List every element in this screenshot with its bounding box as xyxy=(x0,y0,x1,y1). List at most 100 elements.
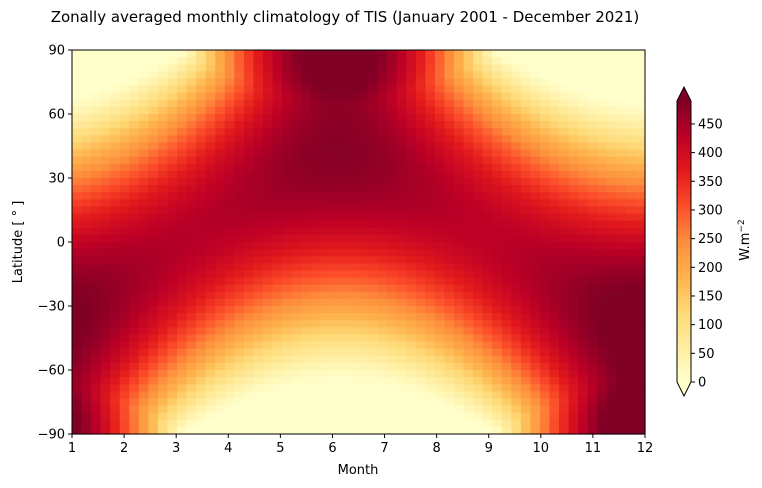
heatmap-cell xyxy=(138,348,149,357)
heatmap-cell xyxy=(530,426,541,435)
heatmap-cell xyxy=(358,313,369,321)
heatmap-cell xyxy=(186,156,197,165)
heatmap-cell xyxy=(320,135,331,144)
heatmap-cell xyxy=(482,78,493,87)
heatmap-cell xyxy=(463,213,474,222)
heatmap-cell xyxy=(463,135,474,144)
heatmap-cell xyxy=(358,334,369,343)
heatmap-cell xyxy=(625,142,637,151)
heatmap-cell xyxy=(454,142,465,151)
heatmap-cell xyxy=(119,284,130,293)
heatmap-cell xyxy=(224,99,235,108)
heatmap-cell xyxy=(616,78,627,87)
heatmap-cell xyxy=(148,284,159,293)
heatmap-cell xyxy=(310,178,321,186)
heatmap-cell xyxy=(578,128,589,136)
heatmap-cell xyxy=(110,85,121,94)
heatmap-cell xyxy=(138,135,149,144)
heatmap-cell xyxy=(91,306,102,314)
y-tick-label: 60 xyxy=(48,108,65,123)
heatmap-cell xyxy=(473,284,484,293)
heatmap-cell xyxy=(291,412,302,421)
heatmap-cell xyxy=(549,298,560,307)
heatmap-cell xyxy=(444,227,455,236)
heatmap-cell xyxy=(100,242,111,250)
heatmap-cell xyxy=(91,142,102,151)
heatmap-cell xyxy=(110,398,121,407)
heatmap-cell xyxy=(454,234,465,243)
heatmap-cell xyxy=(138,71,149,80)
heatmap-cell xyxy=(377,412,388,421)
heatmap-cell xyxy=(377,71,388,80)
heatmap-cell xyxy=(358,327,369,336)
heatmap-cell xyxy=(205,270,216,279)
heatmap-cell xyxy=(387,199,398,208)
heatmap-cell xyxy=(568,370,579,378)
heatmap-cell xyxy=(110,128,121,136)
heatmap-cell xyxy=(559,426,570,435)
heatmap-cell xyxy=(129,370,140,378)
heatmap-cell xyxy=(215,391,226,400)
heatmap-cell xyxy=(463,163,474,172)
heatmap-cell xyxy=(520,256,531,264)
heatmap-cell xyxy=(616,270,627,279)
heatmap-cell xyxy=(492,426,503,435)
heatmap-cell xyxy=(549,426,560,435)
heatmap-cell xyxy=(368,149,379,158)
heatmap-cell xyxy=(119,242,130,250)
heatmap-cell xyxy=(377,185,388,193)
heatmap-cell xyxy=(482,355,493,364)
heatmap-cell xyxy=(559,149,570,158)
heatmap-cell xyxy=(339,135,350,144)
heatmap-cell xyxy=(291,163,302,172)
heatmap-cell xyxy=(110,270,121,279)
heatmap-cell xyxy=(578,57,589,65)
heatmap-cell xyxy=(454,362,465,371)
heatmap-cell xyxy=(215,355,226,364)
heatmap-cell xyxy=(291,149,302,158)
heatmap-cell xyxy=(253,185,264,193)
heatmap-cell xyxy=(157,135,169,144)
heatmap-cell xyxy=(539,391,551,400)
heatmap-cell xyxy=(329,384,340,392)
heatmap-cell xyxy=(406,92,417,101)
heatmap-cell xyxy=(625,199,637,208)
heatmap-cell xyxy=(272,128,283,136)
heatmap-cell xyxy=(396,256,407,264)
heatmap-cell xyxy=(234,92,245,101)
heatmap-cell xyxy=(310,277,321,286)
heatmap-cell xyxy=(597,306,608,314)
heatmap-cell xyxy=(320,320,331,328)
heatmap-cell xyxy=(253,199,264,208)
heatmap-cell xyxy=(291,320,302,328)
heatmap-cell xyxy=(530,220,541,229)
heatmap-cell xyxy=(263,92,274,101)
heatmap-cell xyxy=(454,178,465,186)
heatmap-cell xyxy=(587,71,598,80)
heatmap-cell xyxy=(81,313,92,321)
heatmap-cell xyxy=(291,341,302,350)
heatmap-cell xyxy=(167,149,178,158)
heatmap-cell xyxy=(310,234,321,243)
heatmap-cell xyxy=(511,398,522,407)
heatmap-cell xyxy=(444,234,455,243)
heatmap-cell xyxy=(291,242,302,250)
heatmap-cell xyxy=(482,298,493,307)
heatmap-cell xyxy=(454,291,465,300)
heatmap-cell xyxy=(530,227,541,236)
heatmap-cell xyxy=(635,370,646,378)
heatmap-cell xyxy=(406,298,417,307)
heatmap-cell xyxy=(253,370,264,378)
heatmap-cell xyxy=(492,178,503,186)
heatmap-cell xyxy=(606,249,617,257)
heatmap-cell xyxy=(530,249,541,257)
heatmap-cell xyxy=(339,64,350,72)
heatmap-cell xyxy=(81,377,92,385)
heatmap-cell xyxy=(110,163,121,172)
heatmap-cell xyxy=(301,355,312,364)
heatmap-cell xyxy=(606,57,617,65)
heatmap-cell xyxy=(119,227,130,236)
heatmap-cell xyxy=(224,391,235,400)
heatmap-cell xyxy=(377,121,388,129)
heatmap-cell xyxy=(100,270,111,279)
